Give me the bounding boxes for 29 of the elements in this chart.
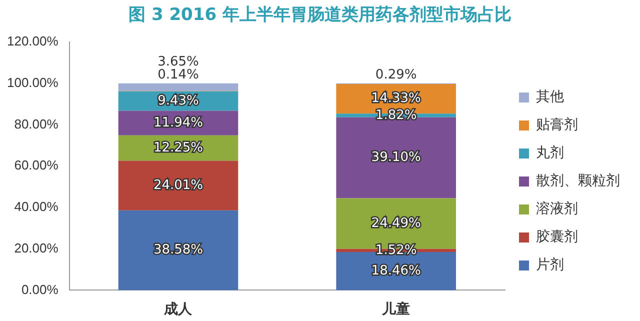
legend-label: 其他 xyxy=(536,89,564,106)
x-tick-label: 儿童 xyxy=(381,300,410,316)
data-label: 11.94% xyxy=(153,115,204,130)
legend-label: 片剂 xyxy=(536,257,564,274)
legend-label: 溶液剂 xyxy=(536,201,578,218)
data-label: 24.01% xyxy=(153,178,204,193)
y-tick-label: 60.00% xyxy=(14,158,59,173)
y-tick-label: 20.00% xyxy=(14,240,59,256)
y-tick-label: 100.00% xyxy=(6,74,59,90)
data-label: 12.25% xyxy=(153,140,204,156)
x-tick-label: 成人 xyxy=(163,300,194,316)
y-tick-label: 0.00% xyxy=(21,282,59,297)
data-label: 24.49% xyxy=(371,216,421,231)
data-label: 9.43% xyxy=(158,93,199,108)
chart-title: 图 3 2016 年上半年胃肠道类用药各剂型市场占比 xyxy=(128,4,512,27)
data-label: 18.46% xyxy=(371,263,421,278)
y-tick-label: 120.00% xyxy=(6,34,59,49)
data-label: 39.10% xyxy=(371,150,421,166)
data-label: 38.58% xyxy=(153,242,204,258)
data-label: 14.33% xyxy=(371,91,421,106)
legend-label: 贴膏剂 xyxy=(536,117,578,134)
data-label: 0.14% xyxy=(158,68,199,83)
data-label: 3.65% xyxy=(158,54,199,70)
legend-label: 胶囊剂 xyxy=(536,229,578,246)
data-label: 0.29% xyxy=(375,68,417,83)
y-tick-label: 80.00% xyxy=(14,116,59,132)
y-tick-label: 40.00% xyxy=(14,199,59,214)
legend-label: 散剂、颗粒剂 xyxy=(536,173,620,190)
legend-label: 丸剂 xyxy=(536,145,564,162)
